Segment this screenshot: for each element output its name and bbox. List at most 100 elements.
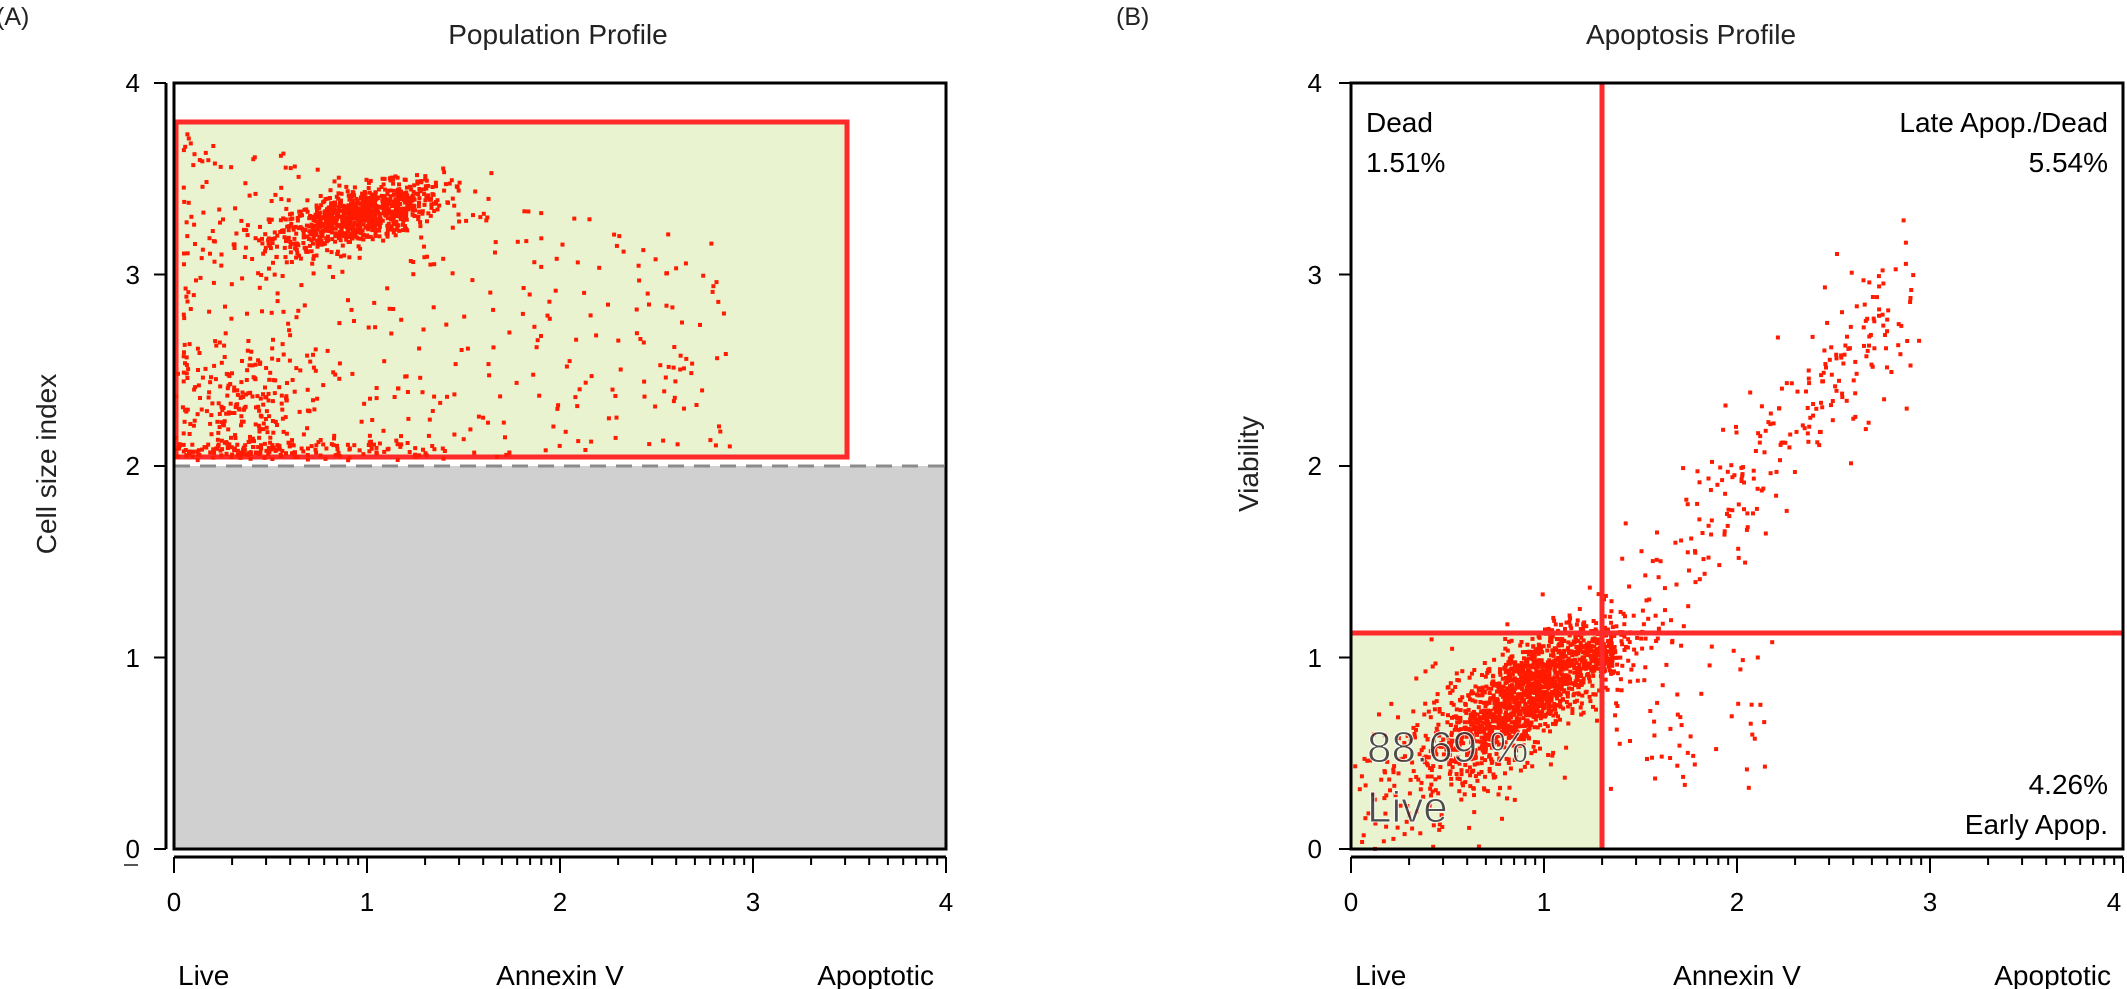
scatter-point [332, 203, 337, 208]
scatter-point [666, 364, 671, 369]
scatter-point [1382, 769, 1387, 774]
scatter-point [309, 444, 314, 449]
scatter-point [1549, 653, 1553, 658]
scatter-point [606, 416, 611, 421]
scatter-point [1426, 709, 1431, 714]
scatter-point [347, 224, 352, 229]
scatter-point [198, 396, 202, 400]
scatter-point [1512, 676, 1517, 681]
scatter-point [1529, 690, 1534, 695]
scatter-point [1543, 627, 1547, 632]
scatter-point [1840, 391, 1845, 396]
scatter-point [318, 236, 323, 241]
scatter-point [260, 236, 264, 241]
scatter-point [1530, 665, 1535, 670]
scatter-point [257, 408, 262, 413]
scatter-point [1460, 669, 1465, 674]
scatter-point [325, 218, 330, 223]
scatter-point [641, 340, 646, 345]
scatter-point [476, 414, 481, 419]
scatter-point [1503, 705, 1507, 710]
scatter-point [1361, 833, 1366, 838]
scatter-point [1864, 354, 1869, 359]
scatter-point [443, 182, 448, 187]
panel-b-x-tick-label-2: 2 [1730, 887, 1744, 917]
scatter-point [582, 290, 587, 295]
scatter-point [486, 196, 491, 201]
scatter-point [1429, 768, 1434, 772]
scatter-point [1510, 695, 1515, 700]
scatter-point [379, 193, 384, 198]
scatter-point [1422, 712, 1427, 717]
scatter-point [1502, 727, 1507, 732]
scatter-point [1596, 651, 1601, 656]
scatter-point [415, 181, 420, 186]
scatter-point [1563, 673, 1568, 678]
scatter-point [223, 304, 227, 309]
scatter-point [1508, 697, 1513, 702]
scatter-point [1401, 756, 1406, 761]
scatter-point [1524, 731, 1528, 736]
scatter-point [367, 440, 372, 445]
scatter-point [1483, 713, 1488, 718]
scatter-point [1470, 713, 1475, 718]
scatter-point [1542, 671, 1547, 676]
scatter-point [367, 449, 372, 454]
scatter-point [573, 395, 578, 400]
scatter-point [1558, 699, 1562, 704]
scatter-point [354, 227, 359, 232]
scatter-point [1504, 731, 1509, 736]
scatter-point [1881, 281, 1886, 286]
scatter-point [1834, 356, 1839, 361]
scatter-point [391, 192, 396, 197]
scatter-point [1514, 720, 1519, 724]
scatter-point [1498, 669, 1503, 673]
scatter-point [1609, 637, 1613, 642]
scatter-point [312, 216, 317, 221]
scatter-point [441, 456, 446, 461]
scatter-point [356, 222, 361, 227]
scatter-point [1525, 719, 1530, 724]
scatter-point [1543, 713, 1548, 717]
scatter-point [209, 432, 214, 437]
scatter-point [208, 421, 213, 426]
scatter-point [1541, 644, 1546, 649]
scatter-point [1572, 681, 1576, 686]
scatter-point [320, 221, 325, 226]
scatter-point [1755, 486, 1760, 491]
scatter-point [1429, 793, 1433, 798]
scatter-point [418, 220, 423, 225]
scatter-point [369, 446, 374, 451]
scatter-point [1492, 733, 1497, 737]
scatter-point [1429, 782, 1434, 787]
scatter-point [1497, 681, 1502, 686]
scatter-point [1590, 638, 1595, 643]
scatter-point [1525, 662, 1530, 667]
scatter-point [328, 207, 333, 212]
scatter-point [1691, 753, 1696, 758]
scatter-point [336, 205, 341, 210]
scatter-point [1592, 659, 1597, 664]
scatter-point [1511, 743, 1516, 748]
scatter-point [1464, 734, 1469, 739]
scatter-point [408, 203, 413, 208]
scatter-point [360, 228, 365, 233]
scatter-point [1759, 488, 1764, 493]
scatter-point [1513, 755, 1518, 760]
scatter-point [1732, 473, 1737, 478]
scatter-point [1448, 769, 1453, 774]
scatter-point [1488, 696, 1493, 701]
scatter-point [337, 321, 342, 326]
scatter-point [256, 358, 261, 363]
scatter-point [1819, 373, 1824, 378]
scatter-point [418, 375, 423, 380]
scatter-point [184, 363, 189, 367]
scatter-point [1503, 667, 1508, 672]
scatter-point [243, 245, 248, 250]
scatter-point [1579, 673, 1584, 678]
scatter-point [363, 225, 368, 230]
scatter-point [1844, 398, 1849, 403]
scatter-point [1450, 765, 1455, 770]
scatter-point [399, 193, 404, 198]
